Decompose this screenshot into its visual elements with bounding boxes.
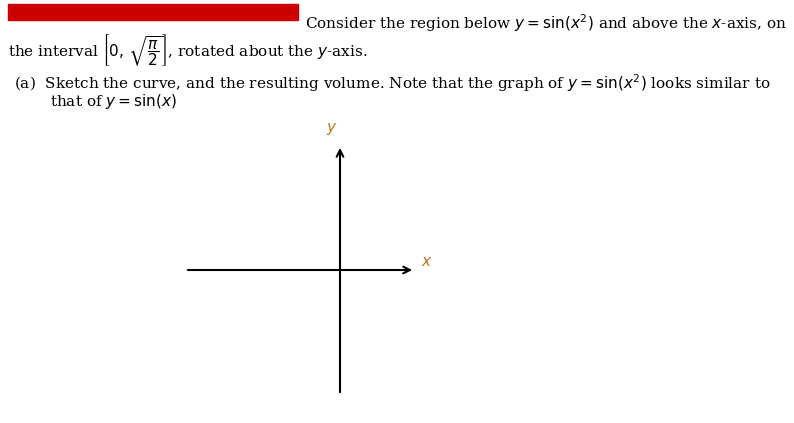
Text: $x$: $x$	[421, 255, 433, 269]
Bar	[8, 4, 298, 20]
Text: Consider the region below $y = \sin(x^2)$ and above the $x$-axis, on: Consider the region below $y = \sin(x^2)…	[305, 12, 787, 34]
Text: (a)  Sketch the curve, and the resulting volume. Note that the graph of $y = \si: (a) Sketch the curve, and the resulting …	[14, 72, 771, 94]
Text: $y$: $y$	[326, 121, 337, 137]
Text: that of $y = \sin(x)$: that of $y = \sin(x)$	[50, 92, 177, 111]
Text: the interval $\left[0,\, \sqrt{\dfrac{\pi}{2}}\right]$, rotated about the $y$-ax: the interval $\left[0,\, \sqrt{\dfrac{\p…	[8, 32, 368, 68]
